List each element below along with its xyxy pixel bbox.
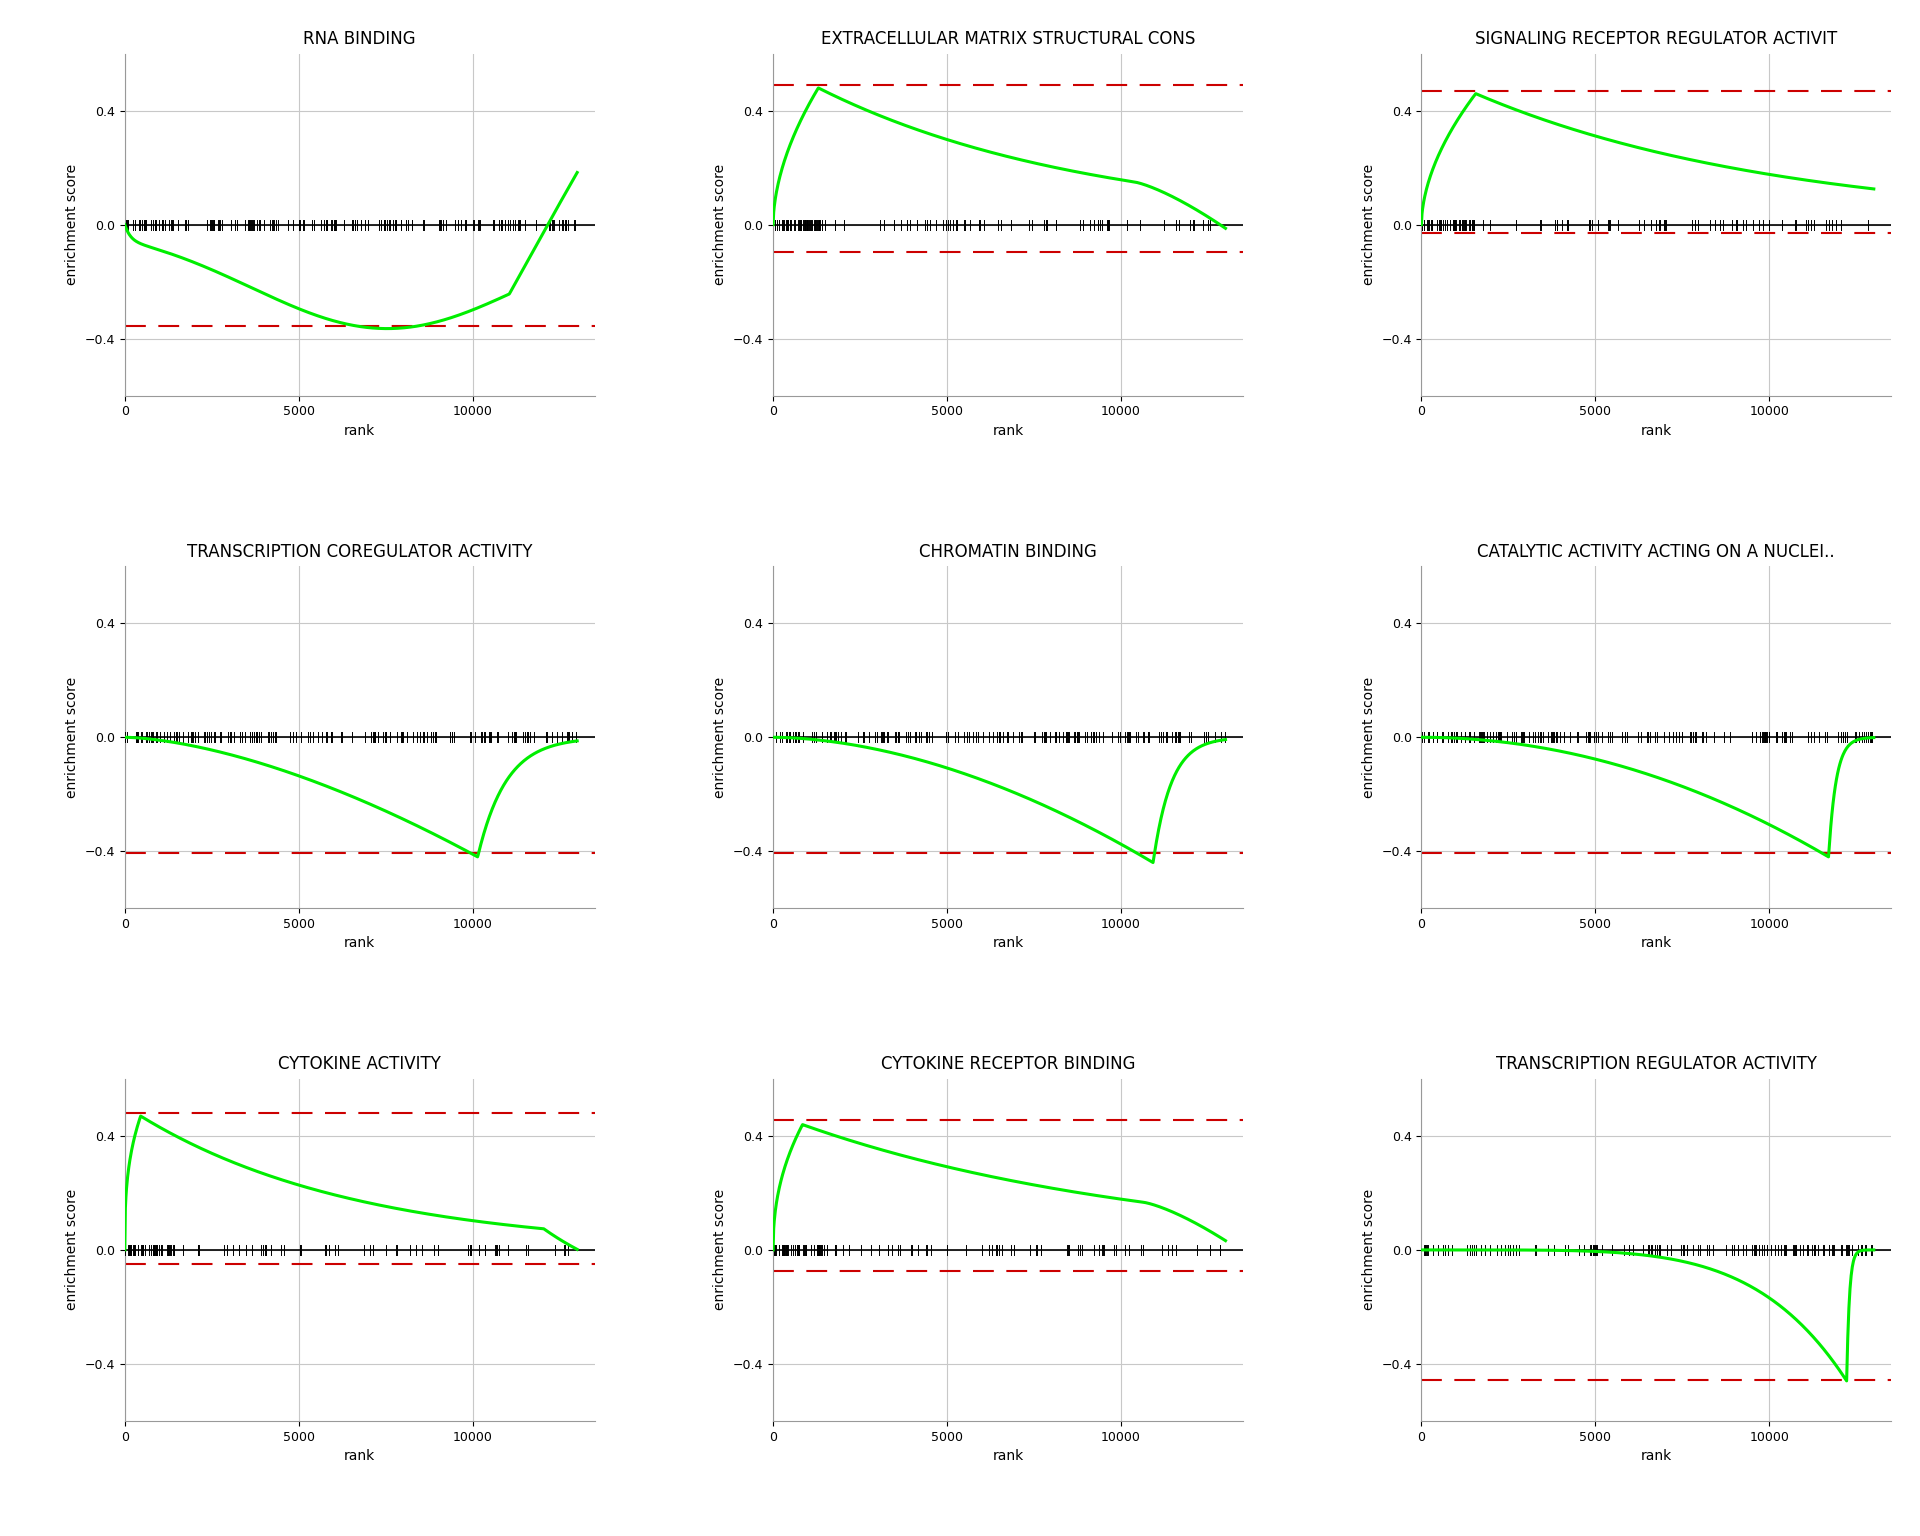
X-axis label: rank: rank [993, 424, 1023, 438]
Title: SIGNALING RECEPTOR REGULATOR ACTIVIT: SIGNALING RECEPTOR REGULATOR ACTIVIT [1475, 31, 1837, 48]
Title: CYTOKINE RECEPTOR BINDING: CYTOKINE RECEPTOR BINDING [881, 1055, 1135, 1074]
X-axis label: rank: rank [344, 424, 374, 438]
X-axis label: rank: rank [993, 937, 1023, 951]
Title: EXTRACELLULAR MATRIX STRUCTURAL CONS: EXTRACELLULAR MATRIX STRUCTURAL CONS [822, 31, 1194, 48]
Title: RNA BINDING: RNA BINDING [303, 31, 417, 48]
Y-axis label: enrichment score: enrichment score [1361, 677, 1377, 797]
X-axis label: rank: rank [344, 937, 374, 951]
X-axis label: rank: rank [1642, 1448, 1672, 1464]
X-axis label: rank: rank [344, 1448, 374, 1464]
Y-axis label: enrichment score: enrichment score [65, 164, 79, 286]
X-axis label: rank: rank [1642, 937, 1672, 951]
Y-axis label: enrichment score: enrichment score [714, 1189, 728, 1310]
X-axis label: rank: rank [993, 1448, 1023, 1464]
Y-axis label: enrichment score: enrichment score [714, 164, 728, 286]
Y-axis label: enrichment score: enrichment score [65, 677, 79, 797]
Title: TRANSCRIPTION REGULATOR ACTIVITY: TRANSCRIPTION REGULATOR ACTIVITY [1496, 1055, 1816, 1074]
Y-axis label: enrichment score: enrichment score [1361, 1189, 1377, 1310]
Title: TRANSCRIPTION COREGULATOR ACTIVITY: TRANSCRIPTION COREGULATOR ACTIVITY [186, 542, 532, 561]
X-axis label: rank: rank [1642, 424, 1672, 438]
Title: CYTOKINE ACTIVITY: CYTOKINE ACTIVITY [278, 1055, 442, 1074]
Y-axis label: enrichment score: enrichment score [65, 1189, 79, 1310]
Y-axis label: enrichment score: enrichment score [1361, 164, 1377, 286]
Y-axis label: enrichment score: enrichment score [714, 677, 728, 797]
Title: CATALYTIC ACTIVITY ACTING ON A NUCLEI..: CATALYTIC ACTIVITY ACTING ON A NUCLEI.. [1478, 542, 1836, 561]
Title: CHROMATIN BINDING: CHROMATIN BINDING [920, 542, 1096, 561]
